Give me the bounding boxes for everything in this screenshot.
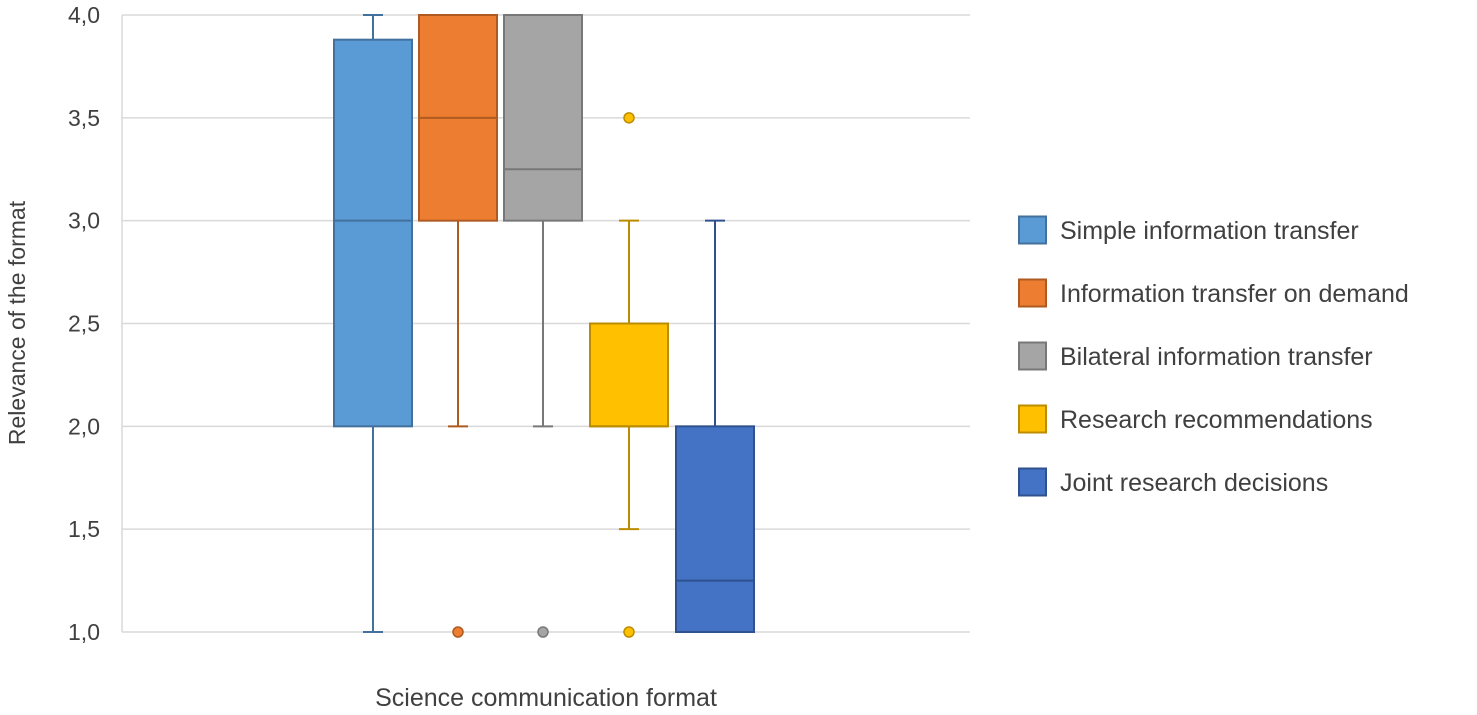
y-tick-label: 1,5 [68, 516, 100, 542]
box-group-3 [503, 14, 583, 638]
legend-item-1: Simple information transfer [1018, 215, 1359, 245]
y-tick-label: 4,0 [68, 2, 100, 28]
box-group-1 [333, 14, 413, 633]
box [333, 38, 413, 428]
box-group-4 [589, 112, 669, 638]
legend-swatch [1018, 341, 1047, 371]
outlier-point [623, 626, 635, 638]
outlier-point [623, 112, 635, 124]
box [675, 425, 755, 634]
y-tick-label: 2,5 [68, 311, 100, 337]
legend-swatch [1018, 215, 1047, 245]
legend-label: Joint research decisions [1060, 469, 1328, 497]
y-tick-label: 2,0 [68, 413, 100, 439]
legend-swatch [1018, 404, 1047, 434]
box-group-2 [418, 14, 498, 638]
boxes [333, 14, 755, 638]
legend-label: Bilateral information transfer [1060, 343, 1373, 371]
x-axis-label: Science communication format [375, 684, 717, 712]
legend-label: Research recommendations [1060, 406, 1373, 434]
legend-swatch [1018, 278, 1047, 308]
outlier-point [452, 626, 464, 638]
legend-item-2: Information transfer on demand [1018, 278, 1409, 308]
legend-item-5: Joint research decisions [1018, 467, 1328, 497]
legend-swatch [1018, 467, 1047, 497]
box [589, 322, 669, 428]
legend-item-4: Research recommendations [1018, 404, 1373, 434]
y-axis-ticks: 1,0 1,5 2,0 2,5 3,0 3,5 4,0 [68, 2, 100, 645]
box [503, 14, 583, 222]
outlier-point [537, 626, 549, 638]
legend-label: Simple information transfer [1060, 217, 1359, 245]
box-group-5 [675, 219, 755, 634]
y-tick-label: 3,5 [68, 105, 100, 131]
y-tick-label: 3,0 [68, 208, 100, 234]
y-axis-label: Relevance of the format [4, 200, 30, 445]
legend-item-3: Bilateral information transfer [1018, 341, 1373, 371]
legend: Simple information transfer Information t… [1018, 215, 1409, 497]
legend-label: Information transfer on demand [1060, 280, 1409, 308]
y-tick-label: 1,0 [68, 619, 100, 645]
